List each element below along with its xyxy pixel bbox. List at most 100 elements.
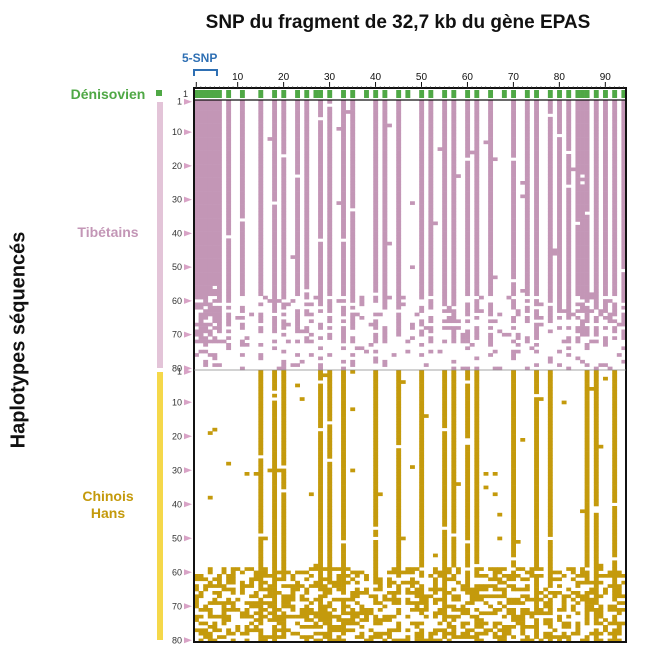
tibetan-snp-cell [341, 299, 346, 303]
tibetan-snp-cell [382, 177, 388, 182]
tibetan-snp-cell [239, 201, 245, 205]
han-snp-cell [281, 557, 287, 561]
tibetan-snp-cell [373, 127, 379, 131]
tibetan-snp-cell [281, 116, 287, 121]
han-snp-cell [226, 628, 232, 633]
tibetan-snp-cell [281, 326, 287, 330]
tibetan-snp-cell [442, 241, 448, 246]
han-snp-cell [198, 577, 204, 582]
tibetan-snp-cell [226, 319, 232, 324]
tibetan-snp-cell [396, 123, 402, 128]
tibetan-snp-cell [593, 137, 599, 141]
han-snp-cell [451, 461, 457, 466]
han-snp-cell [405, 567, 411, 571]
tibetan-snp-cell [566, 245, 572, 249]
han-snp-cell [460, 621, 466, 626]
han-snp-cell [442, 397, 448, 401]
han-snp-cell [281, 604, 287, 609]
tibetan-snp-cell [419, 231, 425, 236]
han-snp-cell [396, 519, 402, 524]
han-snp-cell [299, 570, 305, 575]
han-snp-cell [547, 421, 553, 425]
han-snp-cell [272, 383, 278, 388]
tibetan-snp-cell [524, 120, 530, 124]
han-snp-cell [258, 512, 264, 517]
denisovan-snp-cell [428, 90, 434, 98]
tibetan-snp-cell [575, 336, 581, 340]
tibetan-snp-cell [239, 194, 245, 199]
tibetan-snp-cell [203, 285, 209, 290]
denisovan-snp-cell [382, 90, 388, 98]
tibetan-snp-cell [272, 120, 278, 124]
tibetan-snp-cell [474, 140, 480, 145]
tibetan-snp-cell [575, 272, 581, 276]
tibetan-snp-cell [580, 275, 585, 280]
tibetan-snp-cell [612, 336, 618, 340]
han-snp-cell [318, 370, 323, 374]
denisovan-snp-cell [603, 90, 608, 98]
han-snp-cell [318, 441, 323, 446]
tibetan-snp-cell [198, 272, 204, 276]
han-snp-cell [258, 444, 264, 449]
han-snp-cell [318, 421, 323, 425]
tibetan-snp-cell [194, 305, 199, 310]
tibetan-snp-cell [580, 245, 585, 249]
han-snp-cell [341, 444, 346, 449]
tibetan-snp-cell [547, 238, 553, 243]
tibetan-snp-cell [511, 197, 517, 202]
han-snp-cell [368, 611, 374, 616]
tibetan-snp-cell [258, 312, 264, 317]
tibetan-snp-cell [557, 110, 562, 114]
tibetan-snp-cell [451, 187, 457, 192]
han-snp-cell [465, 397, 471, 401]
tibetan-snp-cell [524, 170, 530, 175]
han-snp-cell [561, 635, 567, 639]
tibetan-snp-cell [621, 241, 627, 246]
han-snp-cell [511, 417, 517, 422]
tibetan-snp-cell [593, 255, 599, 259]
tibetan-snp-cell [419, 194, 425, 199]
han-snp-cell [414, 625, 420, 629]
tibetan-snp-cell [295, 194, 301, 199]
han-snp-cell [612, 570, 618, 575]
tibetan-snp-cell [584, 265, 590, 270]
han-snp-cell [341, 400, 346, 405]
tibetan-snp-cell [258, 123, 264, 128]
han-snp-cell [281, 421, 287, 425]
han-snp-cell [258, 380, 264, 384]
han-snp-cell [465, 533, 471, 537]
tibetan-snp-cell [216, 329, 222, 334]
tibetan-snp-cell [547, 275, 553, 280]
tibetan-snp-cell [524, 319, 530, 324]
tibetan-snp-cell [272, 177, 278, 182]
tibetan-snp-cell [612, 228, 618, 232]
tibetan-snp-cell [327, 130, 333, 135]
tibetan-snp-cell [295, 275, 301, 280]
tibetan-snp-cell [621, 319, 627, 324]
han-snp-cell [465, 455, 471, 459]
han-snp-cell [511, 441, 517, 446]
tibetan-snp-cell [373, 160, 379, 165]
han-snp-cell [478, 597, 484, 602]
han-snp-cell [547, 512, 553, 517]
han-snp-cell [511, 472, 517, 476]
tibetan-snp-cell [465, 289, 471, 293]
han-snp-cell [534, 414, 539, 418]
han-snp-cell [534, 438, 539, 442]
tibetan-snp-cell [419, 123, 425, 128]
han-snp-cell [584, 618, 590, 622]
tibetan-snp-cell [580, 224, 585, 229]
han-snp-cell [387, 584, 392, 588]
han-snp-cell [455, 635, 461, 639]
tibetan-snp-cell [428, 339, 434, 344]
han-snp-cell [299, 597, 305, 602]
tibetan-snp-cell [350, 194, 356, 199]
han-snp-cell [511, 431, 517, 435]
han-snp-cell [442, 594, 448, 599]
han-snp-cell [272, 614, 278, 619]
tibetan-snp-cell [194, 339, 199, 344]
tibetan-snp-cell [488, 160, 494, 165]
tibetan-snp-cell [511, 339, 517, 344]
han-snp-cell [534, 526, 539, 531]
tibetan-snp-cell [272, 258, 278, 263]
